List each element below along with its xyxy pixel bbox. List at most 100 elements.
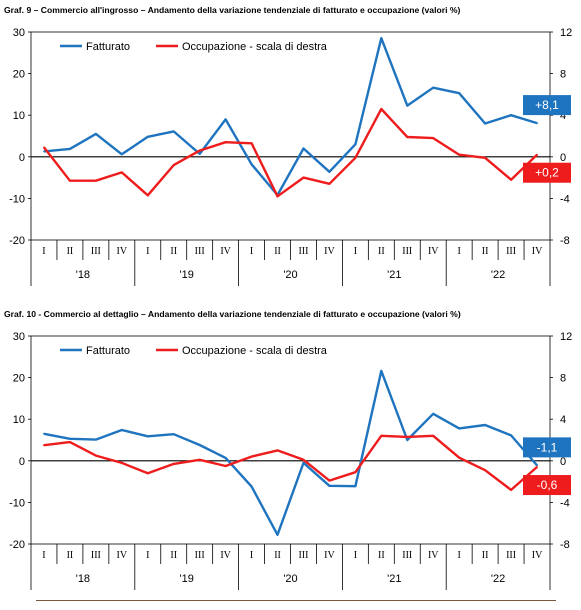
fatturato-series-line (43, 369, 538, 537)
occupazione-data-point (250, 142, 253, 145)
occupazione-data-point (380, 434, 383, 437)
occupazione-data-point (146, 472, 149, 475)
x-year-label: '21 (387, 269, 401, 281)
y-left-tick-label: 30 (13, 27, 25, 39)
fatturato-data-point (484, 424, 487, 426)
x-quarter-label: II (67, 550, 74, 561)
x-year-label: '19 (180, 573, 194, 585)
x-quarter-label: II (67, 246, 74, 257)
callout-box-1 (523, 162, 571, 183)
x-quarter-label: I (42, 550, 45, 561)
occupazione-data-point (69, 441, 71, 443)
fatturato-data-point (328, 484, 331, 487)
fatturato-data-point (172, 433, 175, 436)
fatturato-data-point (302, 147, 305, 150)
y-right-tick-label: 0 (560, 152, 566, 164)
occupazione-data-point (198, 149, 201, 152)
x-quarter-label: I (458, 550, 461, 561)
x-quarter-label: III (195, 246, 205, 257)
occupazione-data-point (224, 141, 227, 144)
y-left-tick-label: 30 (13, 331, 25, 343)
y-left-tick-label: 10 (13, 414, 25, 426)
x-year-label: '22 (491, 269, 505, 281)
occupazione-data-point (43, 444, 45, 447)
occupazione-series-line (43, 107, 538, 198)
fatturato-data-point (198, 152, 201, 155)
callout-box-1 (523, 475, 571, 496)
fatturato-data-point (94, 133, 97, 135)
x-year-label: '18 (76, 269, 90, 281)
occupazione-data-point (458, 456, 461, 459)
x-quarter-label: I (250, 246, 253, 257)
x-quarter-label: IV (324, 246, 335, 257)
y-right-tick-label: 12 (560, 27, 572, 39)
x-quarter-label: III (91, 246, 101, 257)
y-right-tick-label: 8 (560, 373, 566, 385)
fatturato-data-point (328, 170, 331, 173)
fatturato-data-point (380, 370, 383, 372)
fatturato-data-point (69, 437, 71, 440)
occupazione-data-point (484, 156, 487, 159)
y-right-tick-label: -4 (560, 497, 570, 509)
occupazione-data-point (198, 458, 201, 461)
fatturato-data-point (458, 427, 461, 430)
y-right-tick-label: -8 (560, 539, 570, 551)
occupazione-data-point (406, 136, 409, 138)
x-year-label: '22 (491, 573, 505, 585)
x-quarter-label: IV (428, 550, 439, 561)
occupazione-series-line (43, 434, 538, 492)
y-right-tick-label: 4 (560, 110, 566, 122)
y-left-tick-label: 0 (19, 456, 25, 468)
fatturato-data-point (484, 122, 487, 125)
y-left-tick-label: -10 (9, 193, 25, 205)
callout-label-1: -0,6 (537, 478, 558, 492)
occupazione-data-point (302, 176, 305, 179)
occupazione-data-point (276, 195, 279, 198)
y-left-tick-label: 20 (13, 373, 25, 385)
occupazione-data-point (510, 489, 512, 491)
x-year-label: '20 (283, 573, 297, 585)
x-quarter-label: I (458, 246, 461, 257)
x-quarter-label: III (298, 550, 308, 561)
callout-label-0: -1,1 (537, 440, 558, 454)
x-quarter-label: II (274, 550, 281, 561)
occupazione-data-point (380, 108, 383, 110)
fatturato-data-point (406, 439, 409, 441)
x-quarter-label: IV (324, 550, 335, 561)
callout-box-0 (523, 437, 571, 458)
occupazione-data-point (458, 153, 461, 156)
x-quarter-label: I (146, 246, 149, 257)
occupazione-data-point (406, 435, 409, 438)
x-quarter-label: II (170, 246, 177, 257)
y-right-tick-label: 0 (560, 456, 566, 468)
occupazione-data-point (224, 465, 227, 467)
x-quarter-label: I (250, 550, 253, 561)
fatturato-series-line (43, 37, 538, 197)
legend-occupazione-label: Occupazione - scala di destra (182, 345, 328, 357)
occupazione-data-point (510, 178, 512, 181)
occupazione-data-point (536, 153, 538, 156)
x-quarter-label: II (482, 550, 489, 561)
fatturato-data-point (250, 163, 253, 166)
x-quarter-label: I (354, 550, 357, 561)
occupazione-data-point (94, 454, 97, 457)
fatturato-data-point (172, 130, 175, 133)
chart-9-title: Graf. 9 – Commercio all'ingrosso – Andam… (4, 5, 461, 15)
x-year-label: '21 (387, 573, 401, 585)
fatturato-data-point (120, 153, 123, 156)
occupazione-data-point (43, 146, 45, 149)
x-quarter-label: II (274, 246, 281, 257)
occupazione-data-point (94, 179, 97, 182)
fatturato-data-point (224, 456, 227, 459)
occupazione-data-point (276, 449, 279, 452)
occupazione-data-point (354, 471, 357, 474)
x-quarter-label: III (506, 246, 516, 257)
x-quarter-label: I (146, 550, 149, 561)
fatturato-data-point (354, 485, 357, 488)
occupazione-data-point (120, 461, 123, 464)
x-quarter-label: III (402, 550, 412, 561)
fatturato-data-point (510, 434, 512, 437)
callout-label-0: +8,1 (535, 98, 559, 112)
